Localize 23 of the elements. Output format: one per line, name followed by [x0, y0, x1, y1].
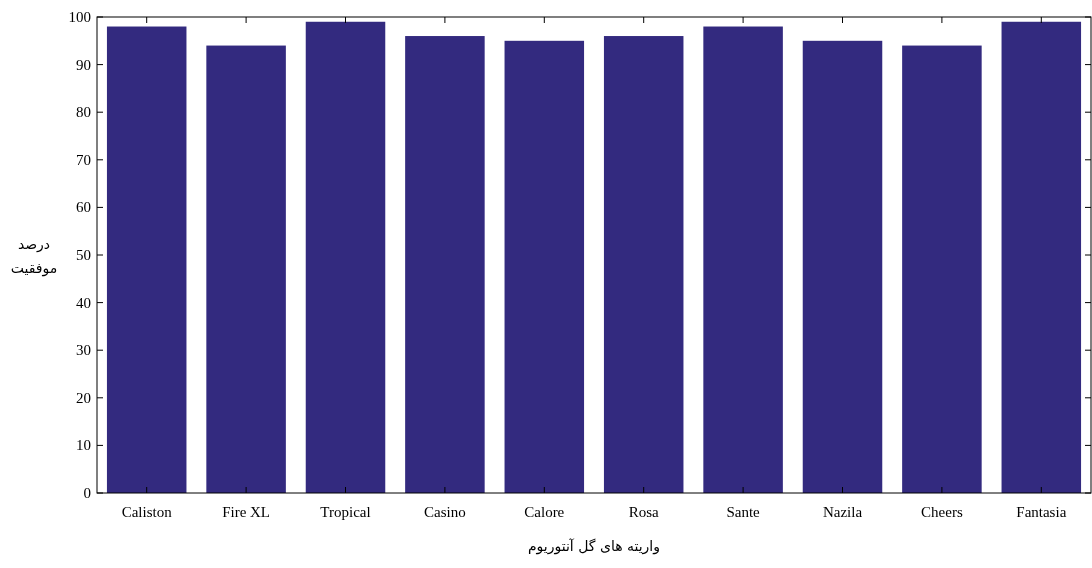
y-tick-label: 20	[76, 389, 91, 406]
y-tick-label: 60	[76, 199, 91, 216]
x-tick-label: Cheers	[921, 504, 963, 520]
x-tick-label: Sante	[726, 504, 761, 520]
x-tick-label: Rosa	[628, 504, 660, 520]
y-axis-title: درصد موفقیت	[9, 235, 59, 279]
y-tick-label: 70	[76, 151, 91, 168]
x-tick-label: Tropical	[320, 504, 371, 520]
x-tick-label: Fire XL	[222, 504, 271, 520]
x-tick-label: Casino	[424, 504, 466, 520]
x-axis-title: واریته های گل آنتوریوم	[526, 538, 662, 554]
y-tick-label: 100	[68, 9, 91, 25]
y-tick-label: 10	[76, 437, 91, 454]
y-tick-label: 0	[83, 485, 91, 501]
x-tick-label: Calore	[524, 504, 565, 520]
y-tick-label: 50	[76, 247, 91, 263]
y-tick-label: 90	[76, 56, 91, 73]
y-tick-label: 30	[76, 342, 91, 359]
x-tick-label: Caliston	[121, 504, 173, 520]
y-tick-label: 40	[76, 294, 91, 311]
x-tick-label: Nazila	[822, 504, 863, 520]
y-tick-label: 80	[76, 104, 91, 121]
x-tick-label: Fantasia	[1016, 504, 1067, 520]
